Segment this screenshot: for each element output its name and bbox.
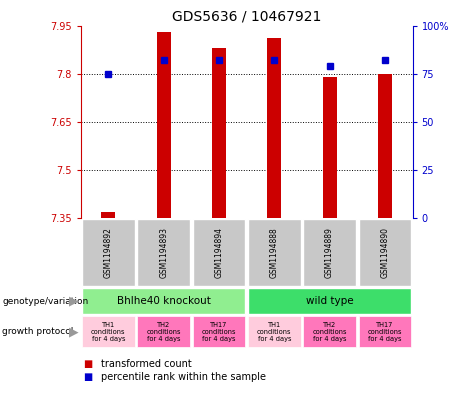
Text: TH1
conditions
for 4 days: TH1 conditions for 4 days: [257, 322, 291, 342]
Text: percentile rank within the sample: percentile rank within the sample: [101, 372, 266, 382]
Text: TH1
conditions
for 4 days: TH1 conditions for 4 days: [91, 322, 125, 342]
Bar: [101, 212, 115, 218]
Text: TH2
conditions
for 4 days: TH2 conditions for 4 days: [313, 322, 347, 342]
Text: TH2
conditions
for 4 days: TH2 conditions for 4 days: [147, 322, 181, 342]
Text: TH17
conditions
for 4 days: TH17 conditions for 4 days: [368, 322, 402, 342]
Text: wild type: wild type: [306, 296, 354, 306]
Text: GSM1194893: GSM1194893: [159, 227, 168, 278]
Bar: [157, 32, 171, 218]
Bar: [267, 39, 281, 218]
Bar: [323, 77, 337, 218]
Text: Bhlhe40 knockout: Bhlhe40 knockout: [117, 296, 211, 306]
Text: ▶: ▶: [69, 294, 78, 308]
Text: GSM1194889: GSM1194889: [325, 227, 334, 278]
Text: transformed count: transformed count: [101, 358, 192, 369]
Text: GSM1194890: GSM1194890: [380, 227, 390, 278]
Bar: [212, 48, 226, 218]
Bar: [378, 74, 392, 218]
Text: GSM1194894: GSM1194894: [214, 227, 224, 278]
Text: ■: ■: [83, 358, 92, 369]
Text: genotype/variation: genotype/variation: [2, 297, 89, 305]
Text: GDS5636 / 10467921: GDS5636 / 10467921: [172, 10, 321, 24]
Text: GSM1194892: GSM1194892: [104, 227, 113, 278]
Text: growth protocol: growth protocol: [2, 327, 74, 336]
Text: ■: ■: [83, 372, 92, 382]
Text: TH17
conditions
for 4 days: TH17 conditions for 4 days: [202, 322, 236, 342]
Text: ▶: ▶: [69, 325, 78, 338]
Text: GSM1194888: GSM1194888: [270, 227, 279, 278]
